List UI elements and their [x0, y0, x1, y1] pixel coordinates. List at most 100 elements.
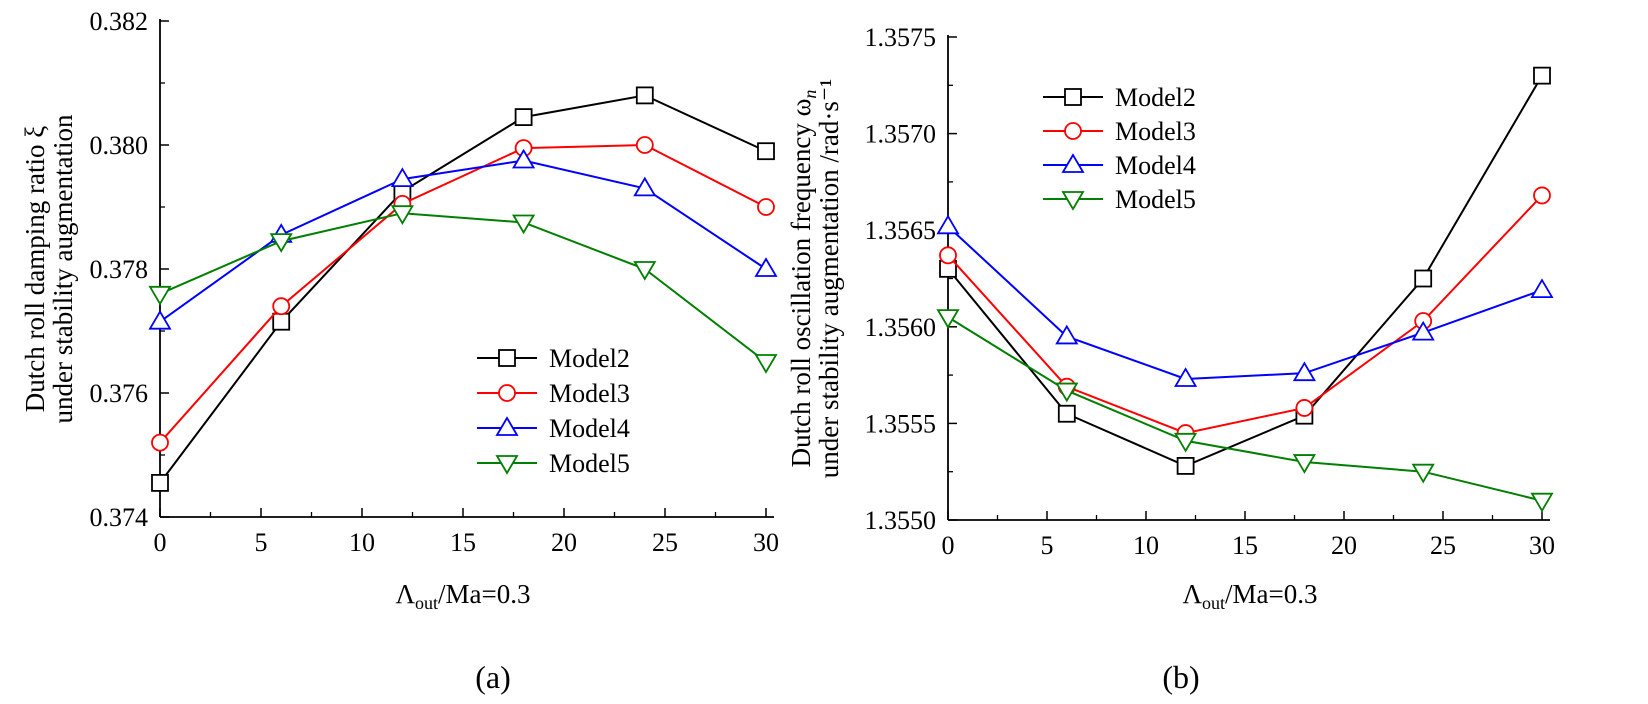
- chart-a-point-model5: [269, 233, 293, 253]
- chart-b-point-model5: [1174, 432, 1198, 453]
- chart-a-point-model2: [272, 312, 291, 331]
- chart-a-line-model2: [159, 94, 767, 484]
- chart-a-point-model3: [635, 136, 654, 154]
- chart-b-x-axis-title: Λout/Ma=0.3: [1182, 579, 1317, 613]
- chart-b-x-tick-label: 25: [1430, 531, 1456, 560]
- chart-a-y-tick-label: 0.382: [90, 7, 149, 36]
- chart-b-legend-marker: [1064, 88, 1082, 106]
- chart-a-series-model4: [148, 148, 778, 330]
- chart-b-point-model2: [1057, 404, 1076, 423]
- chart-a-x-tick-label: 20: [551, 528, 577, 557]
- chart-b-legend-label: Model5: [1115, 185, 1196, 214]
- chart-a-x-axis-title: Λout/Ma=0.3: [395, 579, 530, 613]
- chart-a-legend-label: Model5: [549, 449, 630, 478]
- chart-a-y-tick-label: 0.376: [90, 379, 149, 408]
- chart-a-damping-ratio: 0 5 10 15 20 25 30 0.374 0.376 0.378 0.380 0.382 Λou…: [20, 7, 779, 613]
- chart-a-y-tick-label: 0.374: [90, 503, 149, 532]
- chart-b-point-model5: [1055, 382, 1079, 403]
- chart-a-x-tick-label: 5: [255, 528, 268, 557]
- chart-b-x-tick-label: 30: [1529, 531, 1555, 560]
- chart-a-point-model2: [514, 108, 533, 126]
- chart-a-point-model4: [148, 309, 172, 330]
- chart-b-legend-label: Model3: [1115, 117, 1196, 146]
- chart-a-x-tick-label: 0: [154, 528, 167, 557]
- chart-a-point-model4: [633, 176, 657, 197]
- chart-b-point-model4: [1174, 367, 1198, 387]
- chart-a-legend-marker: [495, 416, 519, 436]
- chart-a-series-model5: [148, 205, 778, 374]
- chart-b-point-model2: [1176, 457, 1195, 475]
- chart-b-legend-marker: [1061, 191, 1085, 211]
- chart-a-point-model2: [151, 473, 169, 492]
- chart-a-series-model3: [151, 136, 775, 452]
- chart-b-x-tick-label: 5: [1041, 531, 1054, 560]
- chart-b-y-tick-label: 1.3565: [865, 216, 937, 245]
- chart-b-point-model3: [939, 246, 957, 265]
- chart-a-x-tick-label: 10: [349, 528, 375, 557]
- chart-b-x-tick-label: 10: [1133, 531, 1159, 560]
- chart-b-point-model5: [1530, 492, 1554, 513]
- chart-a-x-tick-label: 15: [450, 528, 476, 557]
- chart-b-x-tick-label: 15: [1232, 531, 1258, 560]
- chart-a-point-model5: [754, 354, 778, 374]
- chart-a-legend-marker: [498, 349, 516, 367]
- chart-a-y-tick-label: 0.378: [90, 255, 149, 284]
- chart-a-line-model4: [159, 159, 767, 323]
- chart-a-point-model3: [757, 198, 775, 216]
- chart-b-point-model2: [1414, 269, 1433, 288]
- chart-b-line-model3: [947, 194, 1543, 435]
- chart-b-point-model3: [1295, 399, 1314, 417]
- chart-b-line-model5: [947, 316, 1543, 502]
- chart-a-y-tick-label: 0.380: [90, 131, 149, 160]
- chart-a-point-model5: [390, 205, 414, 225]
- chart-b-series-model3: [939, 186, 1551, 442]
- chart-b-point-model4: [1055, 324, 1079, 345]
- chart-b-y-tick-label: 1.3570: [865, 120, 937, 149]
- chart-b-legend-marker: [1061, 153, 1085, 173]
- chart-b-point-model5: [1292, 454, 1316, 474]
- chart-a-point-model5: [148, 285, 172, 306]
- chart-a-line-model3: [159, 143, 767, 444]
- chart-b-oscillation-frequency: 0 5 10 15 20 25 30 1.3550 1.3555 1.3560 1.3565 1.35…: [786, 23, 1555, 613]
- chart-a-point-model5: [633, 261, 657, 281]
- panel-label-b: (b): [1162, 659, 1199, 695]
- chart-a-series-model2: [151, 86, 775, 492]
- chart-b-legend: Model2 Model3 Model4 Model5: [1043, 83, 1196, 214]
- chart-b-point-model4: [1530, 278, 1554, 298]
- chart-a-x-tick-label: 25: [652, 528, 678, 557]
- chart-b-point-model4: [936, 214, 960, 235]
- chart-b-point-model5: [1411, 463, 1435, 484]
- chart-b-point-model3: [1533, 186, 1551, 205]
- panel-label-a: (a): [475, 659, 511, 695]
- chart-a-line-model5: [159, 212, 767, 363]
- chart-a-point-model2: [757, 142, 775, 161]
- chart-a-point-model3: [151, 433, 169, 452]
- chart-b-point-model4: [1411, 320, 1435, 341]
- chart-a-point-model3: [272, 297, 291, 316]
- chart-a-x-tick-label: 30: [753, 528, 779, 557]
- chart-a-y-axis-title-line-1: Dutch roll damping ratio ξ: [20, 126, 50, 412]
- chart-b-point-model4: [1292, 361, 1316, 382]
- chart-b-series-model2: [939, 66, 1551, 475]
- chart-a-point-model4: [512, 148, 536, 169]
- chart-b-legend-marker: [1064, 122, 1082, 140]
- chart-b-y-tick-label: 1.3575: [865, 23, 937, 52]
- chart-b-y-tick-label: 1.3560: [865, 313, 937, 342]
- chart-a-legend-label: Model4: [549, 414, 630, 443]
- chart-b-x-tick-label: 0: [942, 531, 955, 560]
- chart-b-point-model5: [936, 309, 960, 329]
- chart-b-y-axis-title-line-2: under stability augmentation /rad·s⁻¹: [814, 79, 844, 479]
- chart-a-legend-marker: [498, 384, 516, 402]
- chart-b-legend-label: Model4: [1115, 151, 1196, 180]
- chart-b-series-model4: [936, 214, 1554, 387]
- chart-b-y-axis-title-line-1: Dutch roll oscillation frequency ωn: [786, 90, 820, 468]
- chart-a-y-axis-title-line-2: under stability augmentation: [48, 114, 78, 423]
- chart-a-point-model2: [635, 86, 654, 105]
- chart-b-legend-label: Model2: [1115, 83, 1196, 112]
- chart-b-line-model4: [947, 225, 1543, 380]
- chart-b-y-tick-label: 1.3550: [865, 506, 937, 535]
- chart-b-point-model2: [1533, 66, 1551, 85]
- chart-a-legend: Model2 Model3 Model4 Model5: [477, 344, 630, 478]
- chart-a-point-model4: [754, 257, 778, 277]
